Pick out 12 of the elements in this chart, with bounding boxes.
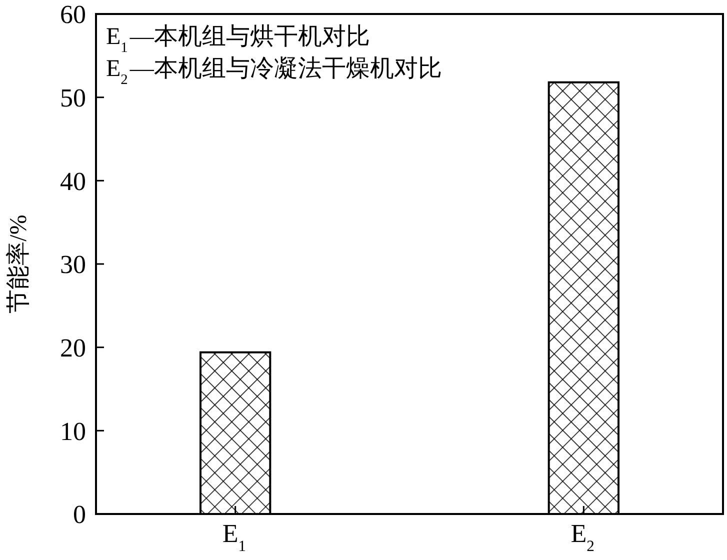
x-tick-label: E$_{2}$ — [570, 519, 594, 554]
y-tick-label: 50 — [60, 83, 86, 112]
y-tick-label: 60 — [60, 0, 86, 30]
x-tick-label: E$_{1}$ — [222, 519, 246, 554]
y-tick-label: 40 — [60, 166, 86, 196]
y-tick-label: 10 — [60, 416, 86, 446]
annotation: E$_{1}$—本机组与烘干机对比 — [106, 24, 370, 56]
y-tick-label: 0 — [73, 500, 86, 530]
y-tick-label: 20 — [60, 333, 86, 362]
y-axis-title: 节能率/% — [5, 214, 32, 314]
y-tick-label: 30 — [60, 250, 86, 280]
annotation: E$_{2}$—本机组与冷凝法干燥机对比 — [106, 56, 442, 88]
